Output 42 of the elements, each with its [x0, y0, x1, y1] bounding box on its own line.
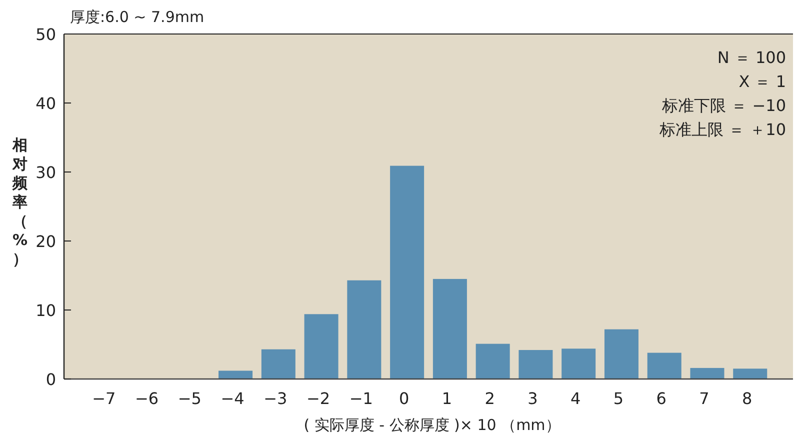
bar — [476, 344, 510, 379]
x-tick-label: −6 — [134, 389, 159, 408]
x-tick-label: 8 — [742, 389, 752, 408]
y-tick-label: 10 — [36, 301, 56, 320]
x-tick-label: −1 — [349, 389, 373, 408]
chart-title: 厚度:6.0 ~ 7.9mm — [70, 8, 204, 26]
annotation: 标准下限 ＝ −10 — [661, 96, 786, 115]
y-axis-title: 相对频率（%） — [12, 136, 28, 268]
x-tick-label: −7 — [92, 389, 116, 408]
x-tick-label: 7 — [699, 389, 710, 408]
x-tick-label: 1 — [442, 389, 452, 408]
bar — [347, 280, 382, 379]
x-tick-label: −5 — [178, 389, 202, 408]
x-tick-label: −3 — [264, 389, 288, 408]
bar — [690, 368, 724, 379]
x-axis-title: ( 实际厚度 - 公称厚度 )× 10 （mm） — [304, 416, 560, 434]
x-tick-label: 2 — [484, 389, 495, 408]
x-tick-label: 5 — [613, 389, 624, 408]
x-tick-label: 4 — [570, 389, 581, 408]
x-tick-label: 6 — [656, 389, 666, 408]
bar — [432, 278, 467, 379]
bar — [647, 352, 682, 379]
x-tick-label: −4 — [220, 389, 244, 408]
y-tick-label: 40 — [36, 94, 56, 113]
bar — [390, 166, 424, 379]
x-tick-label: 0 — [398, 389, 410, 408]
bar — [562, 348, 596, 379]
bar — [261, 349, 296, 379]
bar — [518, 350, 553, 379]
bar — [604, 329, 638, 379]
y-tick-label: 20 — [36, 232, 56, 251]
annotation: N ＝ 100 — [717, 48, 786, 67]
bar — [218, 370, 253, 379]
annotation: X ＝ 1 — [738, 72, 786, 91]
bar — [733, 368, 768, 379]
y-tick-label: 30 — [36, 163, 56, 182]
annotation: 标准上限 ＝ ＋10 — [658, 120, 786, 139]
bar — [304, 314, 338, 379]
y-tick-label: 50 — [36, 25, 56, 44]
x-tick-label: −2 — [306, 389, 330, 408]
y-tick-label: 0 — [46, 370, 56, 389]
x-tick-label: 3 — [528, 389, 538, 408]
